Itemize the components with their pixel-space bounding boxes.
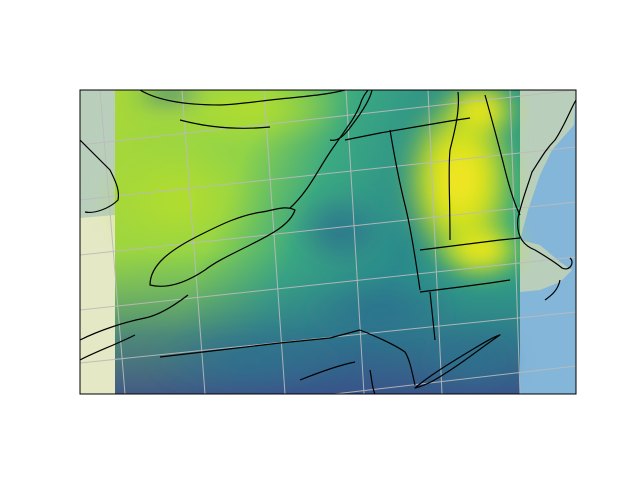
lake-erie-south-shore	[80, 334, 136, 361]
ny-connecticut-border	[429, 291, 436, 341]
lake-huron-shore	[80, 139, 120, 213]
long-island-outline	[414, 334, 501, 389]
new-hampshire-maine-border	[484, 94, 521, 216]
massachusetts-border	[419, 237, 521, 251]
st-lawrence-coast	[289, 90, 369, 209]
cape-cod	[544, 279, 561, 301]
ny-vermont-border	[389, 129, 421, 291]
st-lawrence-north-bank	[329, 90, 373, 141]
new-jersey-border	[359, 329, 416, 386]
gridlines	[80, 90, 576, 394]
coastlines-and-borders	[80, 90, 576, 394]
lake-erie-outline	[80, 294, 189, 341]
delaware-river	[369, 369, 376, 394]
ny-pennsylvania-border	[159, 329, 361, 358]
connecticut-border	[419, 279, 511, 293]
basemap-cape-cod-land	[520, 240, 572, 292]
map-frame	[79, 89, 577, 395]
ottawa-region-line	[179, 119, 271, 129]
southern-state-border	[299, 361, 356, 381]
lake-ontario-outline	[149, 207, 296, 287]
northern-shore	[139, 90, 346, 106]
raster-field	[100, 90, 525, 394]
new-england-coast	[517, 99, 576, 270]
vermont-new-hampshire-border	[448, 91, 460, 241]
